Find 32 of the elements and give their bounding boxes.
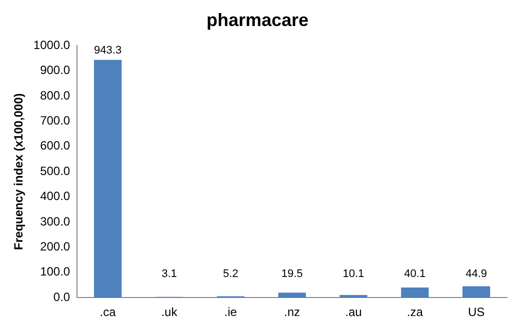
bar	[462, 286, 490, 298]
x-tick-label: US	[468, 305, 485, 320]
y-tick-label: 200.0	[40, 240, 70, 254]
x-tick-label: .ie	[224, 305, 238, 320]
y-tick-label: 600.0	[40, 138, 70, 153]
y-tick-label: 0.0	[53, 290, 70, 304]
y-tick-label: 400.0	[40, 189, 70, 204]
x-tick-label: .nz	[284, 305, 300, 320]
data-label: 5.2	[222, 268, 238, 280]
data-label: 10.1	[342, 268, 364, 280]
y-tick-label: 100.0	[40, 264, 70, 279]
y-tick-label: 300.0	[40, 214, 70, 228]
y-tick-label: 700.0	[40, 114, 70, 128]
x-tick-label: .za	[406, 305, 424, 320]
bar	[340, 295, 368, 298]
bar	[278, 292, 306, 298]
bar	[94, 60, 122, 298]
x-tick-label: .au	[345, 305, 362, 320]
y-tick-label: 1000.0	[33, 38, 70, 52]
y-axis-title: Frequency index (x100,000)	[12, 93, 26, 250]
y-tick-label: 900.0	[40, 63, 70, 78]
x-tick-label: .ca	[100, 305, 116, 320]
data-label: 943.3	[94, 44, 122, 56]
data-label: 40.1	[404, 268, 426, 280]
x-tick-label: .uk	[161, 305, 178, 320]
y-tick-label: 500.0	[40, 164, 70, 178]
y-tick-label: 800.0	[40, 88, 70, 102]
chart-title: pharmacare	[206, 10, 309, 30]
data-label: 3.1	[162, 268, 177, 280]
bar	[401, 287, 429, 298]
data-label: 19.5	[281, 268, 303, 280]
data-label: 44.9	[466, 268, 488, 280]
